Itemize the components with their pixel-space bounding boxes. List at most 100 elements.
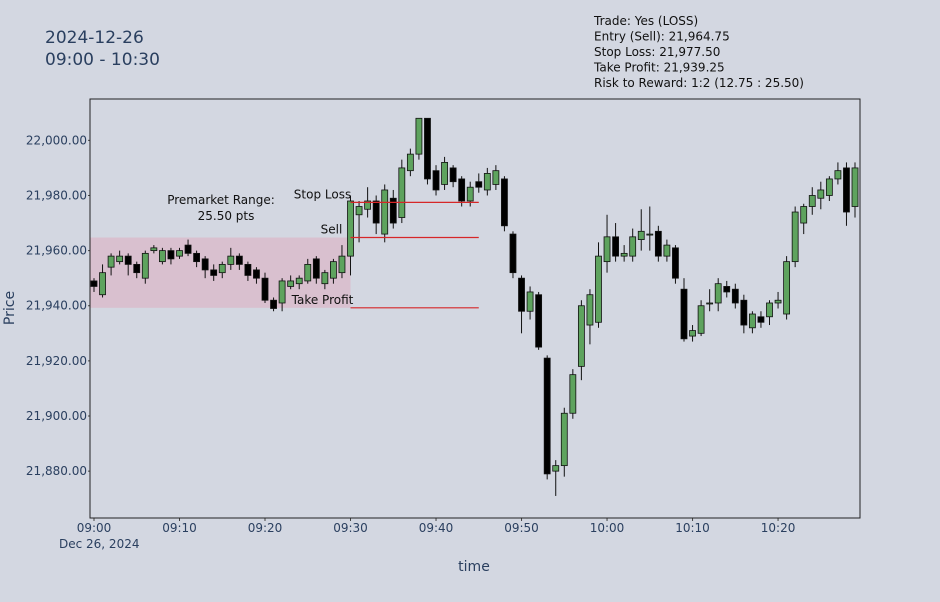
level-label: Take Profit	[291, 293, 354, 307]
candle-body	[509, 233, 517, 274]
y-tick-label: 22,000.00	[26, 133, 87, 147]
candle-body	[672, 247, 679, 279]
candle-body	[466, 186, 474, 202]
x-axis-title: time	[458, 559, 490, 575]
x-tick-label: 09:30	[333, 521, 368, 535]
candle-body	[526, 291, 534, 312]
candle-body	[577, 305, 585, 367]
candle-body	[312, 258, 320, 279]
candle-body	[441, 162, 448, 185]
candle-body	[629, 236, 637, 257]
candle-body	[783, 261, 791, 315]
candle-body	[278, 280, 286, 304]
candle-body	[389, 197, 397, 224]
candle-body	[518, 277, 525, 312]
trade-info: Risk to Reward: 1:2 (12.75 : 25.50)	[594, 76, 804, 90]
candle-body	[364, 200, 372, 210]
candle-body	[817, 189, 825, 199]
candle-body	[424, 117, 431, 180]
plot-frame	[89, 98, 861, 519]
candle-body	[825, 178, 833, 196]
candle-body	[406, 153, 414, 172]
candle-body	[295, 277, 303, 285]
candle-body	[774, 299, 782, 304]
x-tick-label: 09:20	[248, 521, 283, 535]
x-tick-label: 09:10	[162, 521, 197, 535]
candle-body	[851, 167, 859, 207]
candle-body	[569, 374, 577, 414]
trade-info: Entry (Sell): 21,964.75	[594, 30, 730, 44]
candle-body	[475, 181, 483, 188]
candle-body	[492, 170, 500, 185]
premarket-label: 25.50 pts	[198, 209, 255, 223]
date-title: 2024-12-26	[45, 28, 144, 48]
candle-body	[740, 299, 748, 326]
candle-body	[757, 316, 765, 323]
y-tick-label: 21,980.00	[26, 188, 87, 202]
candle-body	[680, 288, 688, 340]
candle-body	[483, 173, 491, 191]
candle-body	[261, 277, 269, 301]
x-date-label: Dec 26, 2024	[59, 537, 139, 551]
candle-body	[612, 236, 619, 257]
candle-body	[218, 263, 226, 274]
candle-body	[808, 195, 816, 207]
candle-body	[338, 255, 346, 274]
candle-body	[210, 269, 218, 276]
x-tick-label: 09:40	[419, 521, 454, 535]
candle-body	[706, 302, 714, 305]
candle-body	[270, 299, 277, 309]
candle-body	[834, 170, 842, 180]
x-tick-label: 10:10	[675, 521, 710, 535]
candle-body	[116, 255, 124, 263]
candle-body	[176, 250, 183, 257]
x-tick-label: 09:50	[504, 521, 539, 535]
candle-body	[184, 244, 192, 254]
candle-body	[355, 206, 363, 216]
candle-body	[330, 261, 337, 279]
candle-body	[800, 206, 808, 224]
candle-body	[167, 250, 175, 260]
y-tick-label: 21,940.00	[26, 299, 87, 313]
trade-info: Take Profit: 21,939.25	[593, 61, 725, 75]
candle-body	[141, 252, 149, 279]
candle-body	[150, 247, 158, 252]
candle-body	[552, 465, 560, 472]
candle-body	[193, 252, 201, 263]
candle-body	[201, 258, 209, 271]
candle-body	[107, 255, 115, 268]
y-tick-label: 21,880.00	[26, 464, 87, 478]
candle-body	[253, 269, 260, 279]
trade-info: Trade: Yes (LOSS)	[593, 14, 698, 28]
candle-body	[535, 294, 543, 348]
candle-body	[235, 255, 243, 265]
candle-body	[603, 236, 611, 263]
x-tick-label: 10:00	[590, 521, 625, 535]
candle-body	[560, 412, 568, 467]
candle-body	[749, 313, 756, 329]
candle-body	[637, 230, 645, 240]
candle-body	[398, 167, 406, 218]
candle-body	[689, 330, 696, 337]
candle-body	[124, 255, 132, 265]
candle-body	[501, 178, 508, 227]
x-tick-label: 09:00	[77, 521, 112, 535]
candle-body	[244, 263, 252, 276]
candle-body	[90, 280, 98, 287]
candle-body	[791, 211, 799, 263]
candle-body	[227, 255, 235, 265]
candle-body	[449, 167, 457, 183]
candle-body	[646, 233, 654, 236]
candle-body	[543, 357, 551, 475]
trade-info: Stop Loss: 21,977.50	[594, 45, 720, 59]
candle-body	[287, 280, 295, 287]
candle-body	[697, 305, 705, 334]
candle-body	[766, 302, 773, 318]
time-range: 09:00 - 10:30	[45, 50, 160, 70]
y-tick-label: 21,900.00	[26, 409, 87, 423]
candle-body	[347, 200, 354, 257]
candle-body	[458, 178, 466, 202]
candle-body	[304, 263, 312, 282]
candle-body	[158, 250, 166, 263]
